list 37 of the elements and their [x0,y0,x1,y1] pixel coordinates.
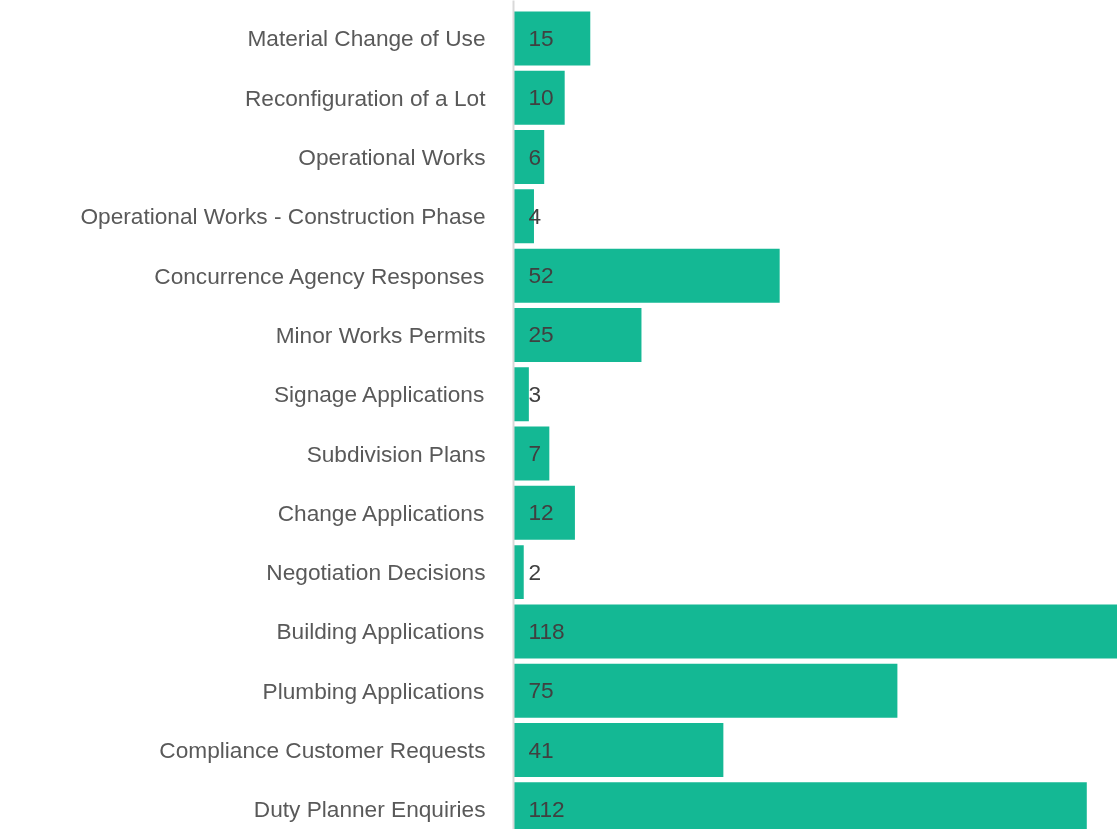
y-tick-label: Compliance Customer Requests [159,737,486,764]
bar [513,367,529,422]
data-label: 7 [528,440,542,467]
data-label: 6 [528,143,542,170]
y-tick-label: Reconfiguration of a Lot [244,84,487,111]
data-label: 3 [528,380,542,407]
data-label: 25 [528,321,554,348]
y-tick-label: Material Change of Use [247,25,486,52]
data-label: 10 [528,84,554,111]
data-label: 118 [528,617,565,644]
bar [513,663,898,718]
y-tick-label: Subdivision Plans [306,440,486,467]
bar [513,604,1117,659]
bar [513,307,642,362]
bar [513,426,550,481]
y-tick-label: Duty Planner Enquiries [253,796,486,823]
bar [513,70,565,125]
data-label: 41 [528,736,554,763]
bar [513,248,780,303]
data-label: 2 [528,558,542,585]
data-label: 75 [528,677,554,704]
y-tick-label: Operational Works [298,144,486,171]
data-label: 15 [528,24,554,51]
y-tick-label: Signage Applications [273,381,485,408]
y-tick-label: Concurrence Agency Responses [154,262,485,289]
y-tick-label: Negotiation Decisions [266,559,486,586]
y-tick-label: Building Applications [276,618,485,645]
y-tick-label: Change Applications [277,499,485,526]
bar [513,723,724,778]
y-tick-label: Minor Works Permits [275,321,486,348]
y-tick-label: Plumbing Applications [262,677,485,704]
bar [513,11,591,66]
data-label: 12 [528,499,554,526]
data-label: 112 [528,795,565,822]
bar [513,485,575,540]
data-label: 52 [528,262,554,289]
y-tick-label: Operational Works - Construction Phase [80,203,486,230]
